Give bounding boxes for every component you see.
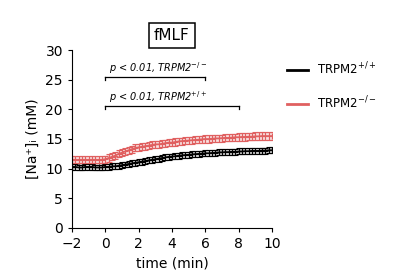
Text: $p$ < 0.01, TRPM2$^{+/+}$: $p$ < 0.01, TRPM2$^{+/+}$ (109, 90, 207, 105)
X-axis label: time (min): time (min) (136, 257, 208, 270)
Legend: TRPM2$^{+/+}$, TRPM2$^{-/-}$: TRPM2$^{+/+}$, TRPM2$^{-/-}$ (282, 56, 382, 116)
Text: $p$ < 0.01, TRPM2$^{-/-}$: $p$ < 0.01, TRPM2$^{-/-}$ (109, 60, 207, 76)
Y-axis label: [Na⁺]ᵢ (mM): [Na⁺]ᵢ (mM) (26, 99, 40, 179)
Text: fMLF: fMLF (154, 28, 190, 43)
